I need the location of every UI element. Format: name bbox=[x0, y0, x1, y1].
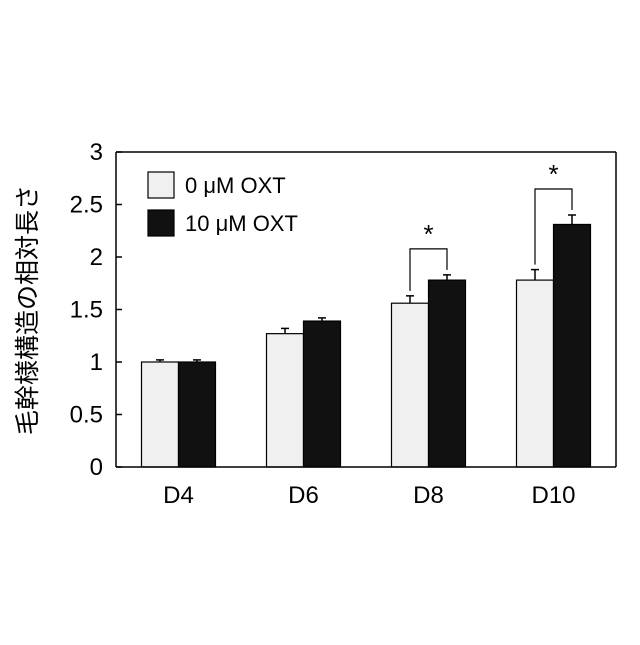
bar-d8-control bbox=[392, 303, 429, 467]
legend-label-treated: 10 μM OXT bbox=[185, 211, 298, 236]
legend-swatch-treated bbox=[148, 210, 174, 236]
legend-swatch-control bbox=[148, 172, 174, 198]
x-tick-label-d4: D4 bbox=[163, 482, 194, 509]
bar-d8-treated bbox=[429, 280, 466, 467]
y-tick-label: 0 bbox=[90, 454, 103, 481]
bar-d4-treated bbox=[179, 362, 216, 467]
y-tick-label: 0.5 bbox=[70, 402, 103, 429]
x-tick-label-d6: D6 bbox=[288, 482, 319, 509]
bar-d10-treated bbox=[554, 224, 591, 467]
bar-d10-control bbox=[517, 280, 554, 467]
x-tick-label-d8: D8 bbox=[413, 482, 444, 509]
bar-d6-treated bbox=[304, 321, 341, 467]
legend: 0 μM OXT 10 μM OXT bbox=[148, 172, 298, 236]
y-tick-label: 2 bbox=[90, 244, 103, 271]
significance-marker-d10: * bbox=[548, 159, 558, 189]
y-tick-label: 3 bbox=[90, 139, 103, 166]
bar-d6-control bbox=[267, 334, 304, 467]
y-tick-label: 2.5 bbox=[70, 192, 103, 219]
legend-label-control: 0 μM OXT bbox=[185, 173, 286, 198]
bar-d4-control bbox=[142, 362, 179, 467]
y-axis-label: 毛幹様構造の相対長さ bbox=[13, 185, 42, 435]
significance-marker-d8: * bbox=[423, 219, 433, 249]
y-tick-label: 1 bbox=[90, 349, 103, 376]
y-tick-label: 1.5 bbox=[70, 297, 103, 324]
x-tick-label-d10: D10 bbox=[531, 482, 575, 509]
